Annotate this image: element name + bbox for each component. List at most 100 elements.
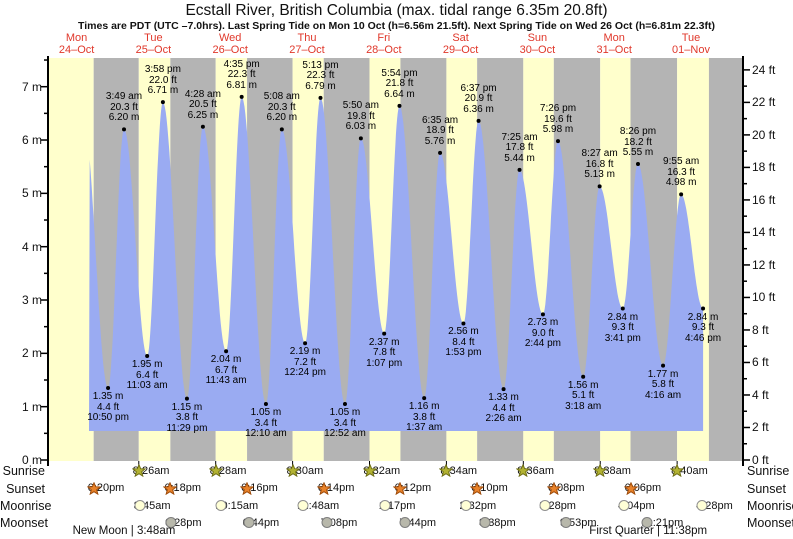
left-axis-label: 1 m bbox=[21, 399, 42, 414]
day-label: Sat 29–Oct bbox=[426, 32, 496, 56]
tide-event-dot bbox=[382, 331, 387, 336]
low-tide-label: 1.77 m 5.8 ft 4:16 am bbox=[631, 369, 695, 402]
high-tide-label: 6:35 am 18.9 ft 5.76 m bbox=[408, 115, 472, 148]
sunset-star bbox=[240, 481, 255, 495]
low-tide-label: 2.04 m 6.7 ft 11:43 am bbox=[194, 355, 258, 387]
sunset-star bbox=[316, 481, 331, 495]
sunrise-event: 8:40am bbox=[670, 464, 708, 478]
tide-label-line: 6.7 ft bbox=[214, 364, 238, 376]
tide-label-line: 5:54 pm bbox=[381, 67, 418, 79]
tide-label-line: 3:58 pm bbox=[144, 64, 181, 76]
left-axis-label: 3 m bbox=[21, 293, 42, 307]
tide-label-line: 1.05 m bbox=[329, 407, 361, 418]
tide-label-line: 22.3 ft bbox=[227, 69, 256, 81]
sunset-star bbox=[470, 481, 485, 495]
tide-label-line: 1:37 am bbox=[406, 422, 443, 434]
right-axis-label: 14 ft bbox=[752, 225, 776, 240]
right-axis-label: 2 ft bbox=[752, 420, 769, 435]
tide-curve-area bbox=[89, 96, 704, 432]
high-tide-label: 3:49 am 20.3 ft 6.20 m bbox=[92, 92, 156, 124]
tide-label-line: 6.25 m bbox=[187, 109, 219, 121]
daylight-band bbox=[48, 58, 94, 461]
tide-event-dot bbox=[145, 354, 150, 359]
tide-label-line: 6.64 m bbox=[384, 88, 415, 100]
astro-row-label-left: Sunset bbox=[6, 481, 45, 496]
sunrise-star-icon bbox=[516, 464, 531, 477]
day-date: 29–Oct bbox=[442, 43, 479, 56]
moonrise-moon-icon bbox=[379, 500, 391, 511]
sunrise-star bbox=[362, 464, 377, 477]
tide-event-dot bbox=[200, 124, 205, 129]
tide-label-line: 2.73 m bbox=[527, 317, 559, 329]
moonset-moon-icon bbox=[641, 517, 653, 528]
tide-event-dot bbox=[501, 387, 506, 392]
tide-event-dot bbox=[635, 162, 640, 167]
day-name: Tue bbox=[144, 32, 163, 44]
moonrise-circle bbox=[297, 500, 309, 511]
sunset-event: 6:20pm bbox=[86, 481, 124, 496]
moonrise-event: 8:45am bbox=[133, 499, 171, 513]
day-name: Tue bbox=[681, 32, 701, 44]
tide-label-line: 20.9 ft bbox=[464, 93, 493, 105]
sunset-star-icon bbox=[470, 481, 485, 495]
tide-label-line: 16.3 ft bbox=[667, 166, 696, 178]
tide-event-dot bbox=[224, 349, 229, 354]
tide-label-line: 5.13 m bbox=[584, 169, 615, 181]
high-tide-label: 8:26 pm 18.2 ft 5.55 m bbox=[606, 127, 670, 159]
sunset-event: 6:12pm bbox=[393, 481, 431, 496]
moonset-circle bbox=[321, 517, 333, 528]
right-axis-label: 12 ft bbox=[752, 257, 776, 272]
moonset-moon-icon bbox=[479, 517, 491, 528]
sunset-star-icon bbox=[316, 481, 331, 495]
low-tide-label: 1.15 m 3.8 ft 11:29 pm bbox=[155, 402, 219, 435]
day-name: Fri bbox=[377, 32, 391, 44]
high-tide-label: 3:58 pm 22.0 ft 6.71 m bbox=[131, 65, 195, 97]
sunset-star-icon bbox=[86, 481, 101, 495]
day-date: 01–Nov bbox=[672, 43, 710, 56]
astro-row-label-left: Moonrise bbox=[0, 499, 52, 513]
moonset-event: 7:44pm bbox=[398, 516, 436, 530]
moonrise-event: 4:28pm bbox=[695, 499, 733, 513]
tide-label-line: 20.3 ft bbox=[110, 101, 138, 113]
tide-label-line: 22.3 ft bbox=[306, 70, 335, 82]
sunset-event: 6:18pm bbox=[163, 481, 201, 496]
sunset-event: 6:10pm bbox=[470, 481, 508, 496]
moonrise-moon-icon bbox=[539, 500, 551, 511]
sunset-star bbox=[546, 481, 561, 495]
tide-label-line: 3.8 ft bbox=[175, 412, 199, 424]
tide-label-line: 1.56 m bbox=[567, 379, 599, 391]
high-tide-label: 5:50 am 19.8 ft 6.03 m bbox=[329, 101, 393, 133]
moon-phase-label: First Quarter | 11:38pm bbox=[589, 525, 708, 537]
tide-event-dot bbox=[555, 139, 560, 144]
day-date: 28–Oct bbox=[366, 43, 402, 56]
astro-row-label-left: Moonset bbox=[0, 516, 48, 530]
left-axis-label: 6 m bbox=[21, 133, 42, 148]
tide-label-line: 4:35 pm bbox=[223, 58, 260, 70]
moonset-moon-icon bbox=[165, 517, 177, 528]
high-tide-label: 6:37 pm 20.9 ft 6.36 m bbox=[447, 83, 511, 116]
tide-label-line: 5.1 ft bbox=[572, 390, 595, 402]
tide-label-line: 11:29 pm bbox=[166, 422, 208, 434]
tide-event-dot bbox=[581, 374, 586, 379]
day-label: Wed 26–Oct bbox=[195, 32, 265, 56]
low-tide-label: 2.73 m 9.0 ft 2:44 pm bbox=[511, 318, 575, 350]
tide-label-line: 5:08 am bbox=[263, 91, 300, 103]
tide-event-dot bbox=[279, 127, 284, 132]
day-label: Thu 27–Oct bbox=[272, 32, 342, 56]
high-tide-label: 5:08 am 20.3 ft 6.20 m bbox=[250, 92, 314, 124]
tide-label-line: 9.0 ft bbox=[531, 327, 555, 339]
tide-label-line: 9:55 am bbox=[663, 156, 700, 168]
moonrise-event: 1:17pm bbox=[378, 499, 416, 513]
sunrise-star bbox=[593, 464, 608, 477]
tide-label-line: 11:03 am bbox=[126, 380, 168, 391]
tide-label-line: 3:18 am bbox=[565, 400, 602, 412]
tide-label-line: 6.79 m bbox=[305, 80, 336, 92]
day-name: Thu bbox=[297, 32, 317, 44]
tide-label-line: 1.05 m bbox=[250, 407, 282, 418]
sunrise-star-icon bbox=[131, 464, 146, 477]
tide-event-dot bbox=[106, 386, 111, 391]
right-axis-label: 20 ft bbox=[752, 127, 776, 142]
tide-event-dot bbox=[679, 192, 684, 197]
tide-label-line: 21.8 ft bbox=[385, 78, 414, 90]
chart-subtitle: Times are PDT (UTC –7.0hrs). Last Spring… bbox=[78, 20, 715, 32]
